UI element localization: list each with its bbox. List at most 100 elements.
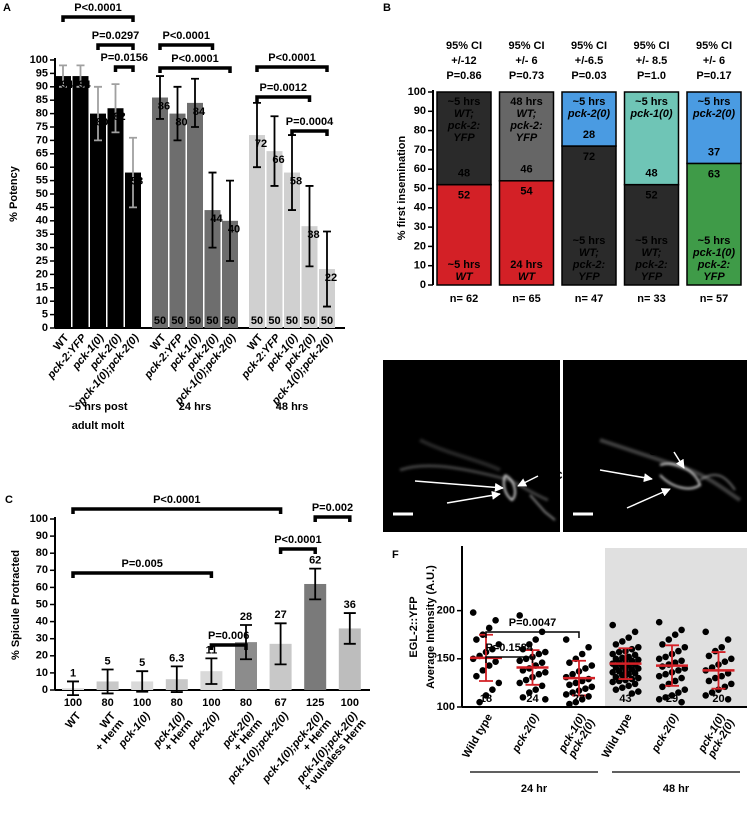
significance-label: P=0.0156 (101, 52, 148, 64)
y-tick-label: 100 (30, 54, 48, 66)
bar (222, 220, 238, 328)
data-point (655, 655, 663, 663)
y-tick-label: 85 (36, 94, 48, 106)
data-point (635, 665, 642, 672)
bar-header: P=0.17 (696, 70, 731, 82)
n-label: 50 (57, 315, 69, 327)
data-point (562, 691, 570, 698)
segment-label: pck-2(0) (567, 108, 611, 120)
y-tick-label: 90 (36, 530, 48, 542)
data-point (566, 700, 573, 708)
data-point (522, 676, 530, 684)
error-bar (343, 612, 356, 645)
segment-label: YFP (453, 132, 475, 144)
data-point (588, 662, 596, 669)
value-label: 58 (290, 175, 302, 187)
scale-label: 10 μm (573, 519, 605, 531)
micrograph-texture (399, 438, 742, 521)
value-label: 5 (139, 657, 145, 669)
data-point (485, 624, 493, 632)
data-point (582, 665, 589, 672)
data-point (569, 670, 576, 678)
structure-arrow (673, 451, 685, 469)
data-point (572, 679, 580, 687)
y-tick-label: 70 (36, 564, 48, 576)
data-point (675, 667, 682, 674)
data-point (609, 621, 616, 629)
micrograph-title: pck-1(0); (695, 367, 742, 379)
significance-label: P<0.0001 (268, 52, 315, 64)
panel-letter: B (383, 2, 391, 14)
segment-label: WT; (642, 247, 662, 259)
data-point (542, 648, 549, 656)
data-point (619, 638, 626, 645)
y-tick-label: 10 (414, 260, 426, 272)
y-tick-label: 5 (42, 309, 48, 321)
data-point (516, 612, 523, 619)
value-label: 40 (228, 224, 240, 236)
micrograph-title: pck-2(0) (699, 383, 743, 395)
data-point (721, 658, 729, 666)
data-point (631, 628, 639, 636)
error-bar (665, 644, 679, 687)
n-label: 80 (240, 697, 252, 709)
n-label: 125 (306, 697, 324, 709)
value-label: 63 (708, 168, 720, 180)
data-point (585, 643, 592, 651)
data-point (659, 683, 666, 691)
segment-label: pck-2: (509, 120, 543, 132)
group-label: adult molt (72, 420, 125, 432)
error-bar (156, 75, 164, 120)
significance-bracket (255, 65, 329, 72)
data-point (718, 643, 725, 651)
data-point (635, 674, 642, 682)
segment-label: ~5 hrs (635, 96, 668, 108)
n-label: 50 (154, 315, 166, 327)
value-label: 48 (645, 168, 657, 180)
data-point (625, 634, 632, 641)
group-label: ~5 hrs post (69, 401, 128, 413)
value-label: 66 (272, 154, 284, 166)
y-tick-label: 0 (42, 684, 48, 696)
y-tick-label: 80 (36, 547, 48, 559)
micrograph-d (383, 360, 560, 532)
error-bar (240, 624, 252, 661)
n-label: 100 (64, 697, 82, 709)
y-tick-label: 100 (30, 513, 48, 525)
y-tick-label: 30 (36, 633, 48, 645)
y-tick-label: 20 (414, 240, 426, 252)
error-bar (270, 115, 279, 187)
data-point (585, 693, 592, 700)
error-bar (572, 659, 586, 697)
data-point (675, 689, 682, 696)
data-point (724, 695, 732, 703)
bar (55, 76, 71, 328)
y-tick-label: 75 (36, 121, 48, 133)
bar-header: 95% CI (571, 40, 607, 52)
bar-segment (686, 91, 742, 165)
segment-label: ~5 hrs (573, 96, 606, 108)
data-point (495, 641, 503, 648)
data-point (659, 641, 666, 648)
value-label: 36 (344, 599, 356, 611)
structure-label: SPD (390, 475, 413, 487)
y-tick-label: 10 (36, 295, 48, 307)
micrograph-title: EGL-2::YFP (494, 383, 555, 395)
y-tick-label: 80 (36, 108, 48, 120)
significance-bracket (158, 66, 232, 73)
data-point (655, 695, 663, 703)
n-label: 50 (224, 315, 236, 327)
y-axis-label: % Potency (8, 165, 20, 222)
bar (266, 151, 283, 328)
significance-label: P=0.006 (208, 630, 249, 642)
data-point (681, 686, 689, 693)
panel-letter: A (3, 2, 11, 14)
bar-header: +/- 6 (703, 55, 725, 67)
bar-segment (436, 183, 492, 286)
data-point (708, 689, 716, 696)
data-point (588, 683, 596, 691)
n-label: 50 (171, 315, 183, 327)
n-label: 18 (480, 693, 492, 705)
y-tick-label: 40 (36, 215, 48, 227)
structure-arrow (517, 475, 539, 487)
